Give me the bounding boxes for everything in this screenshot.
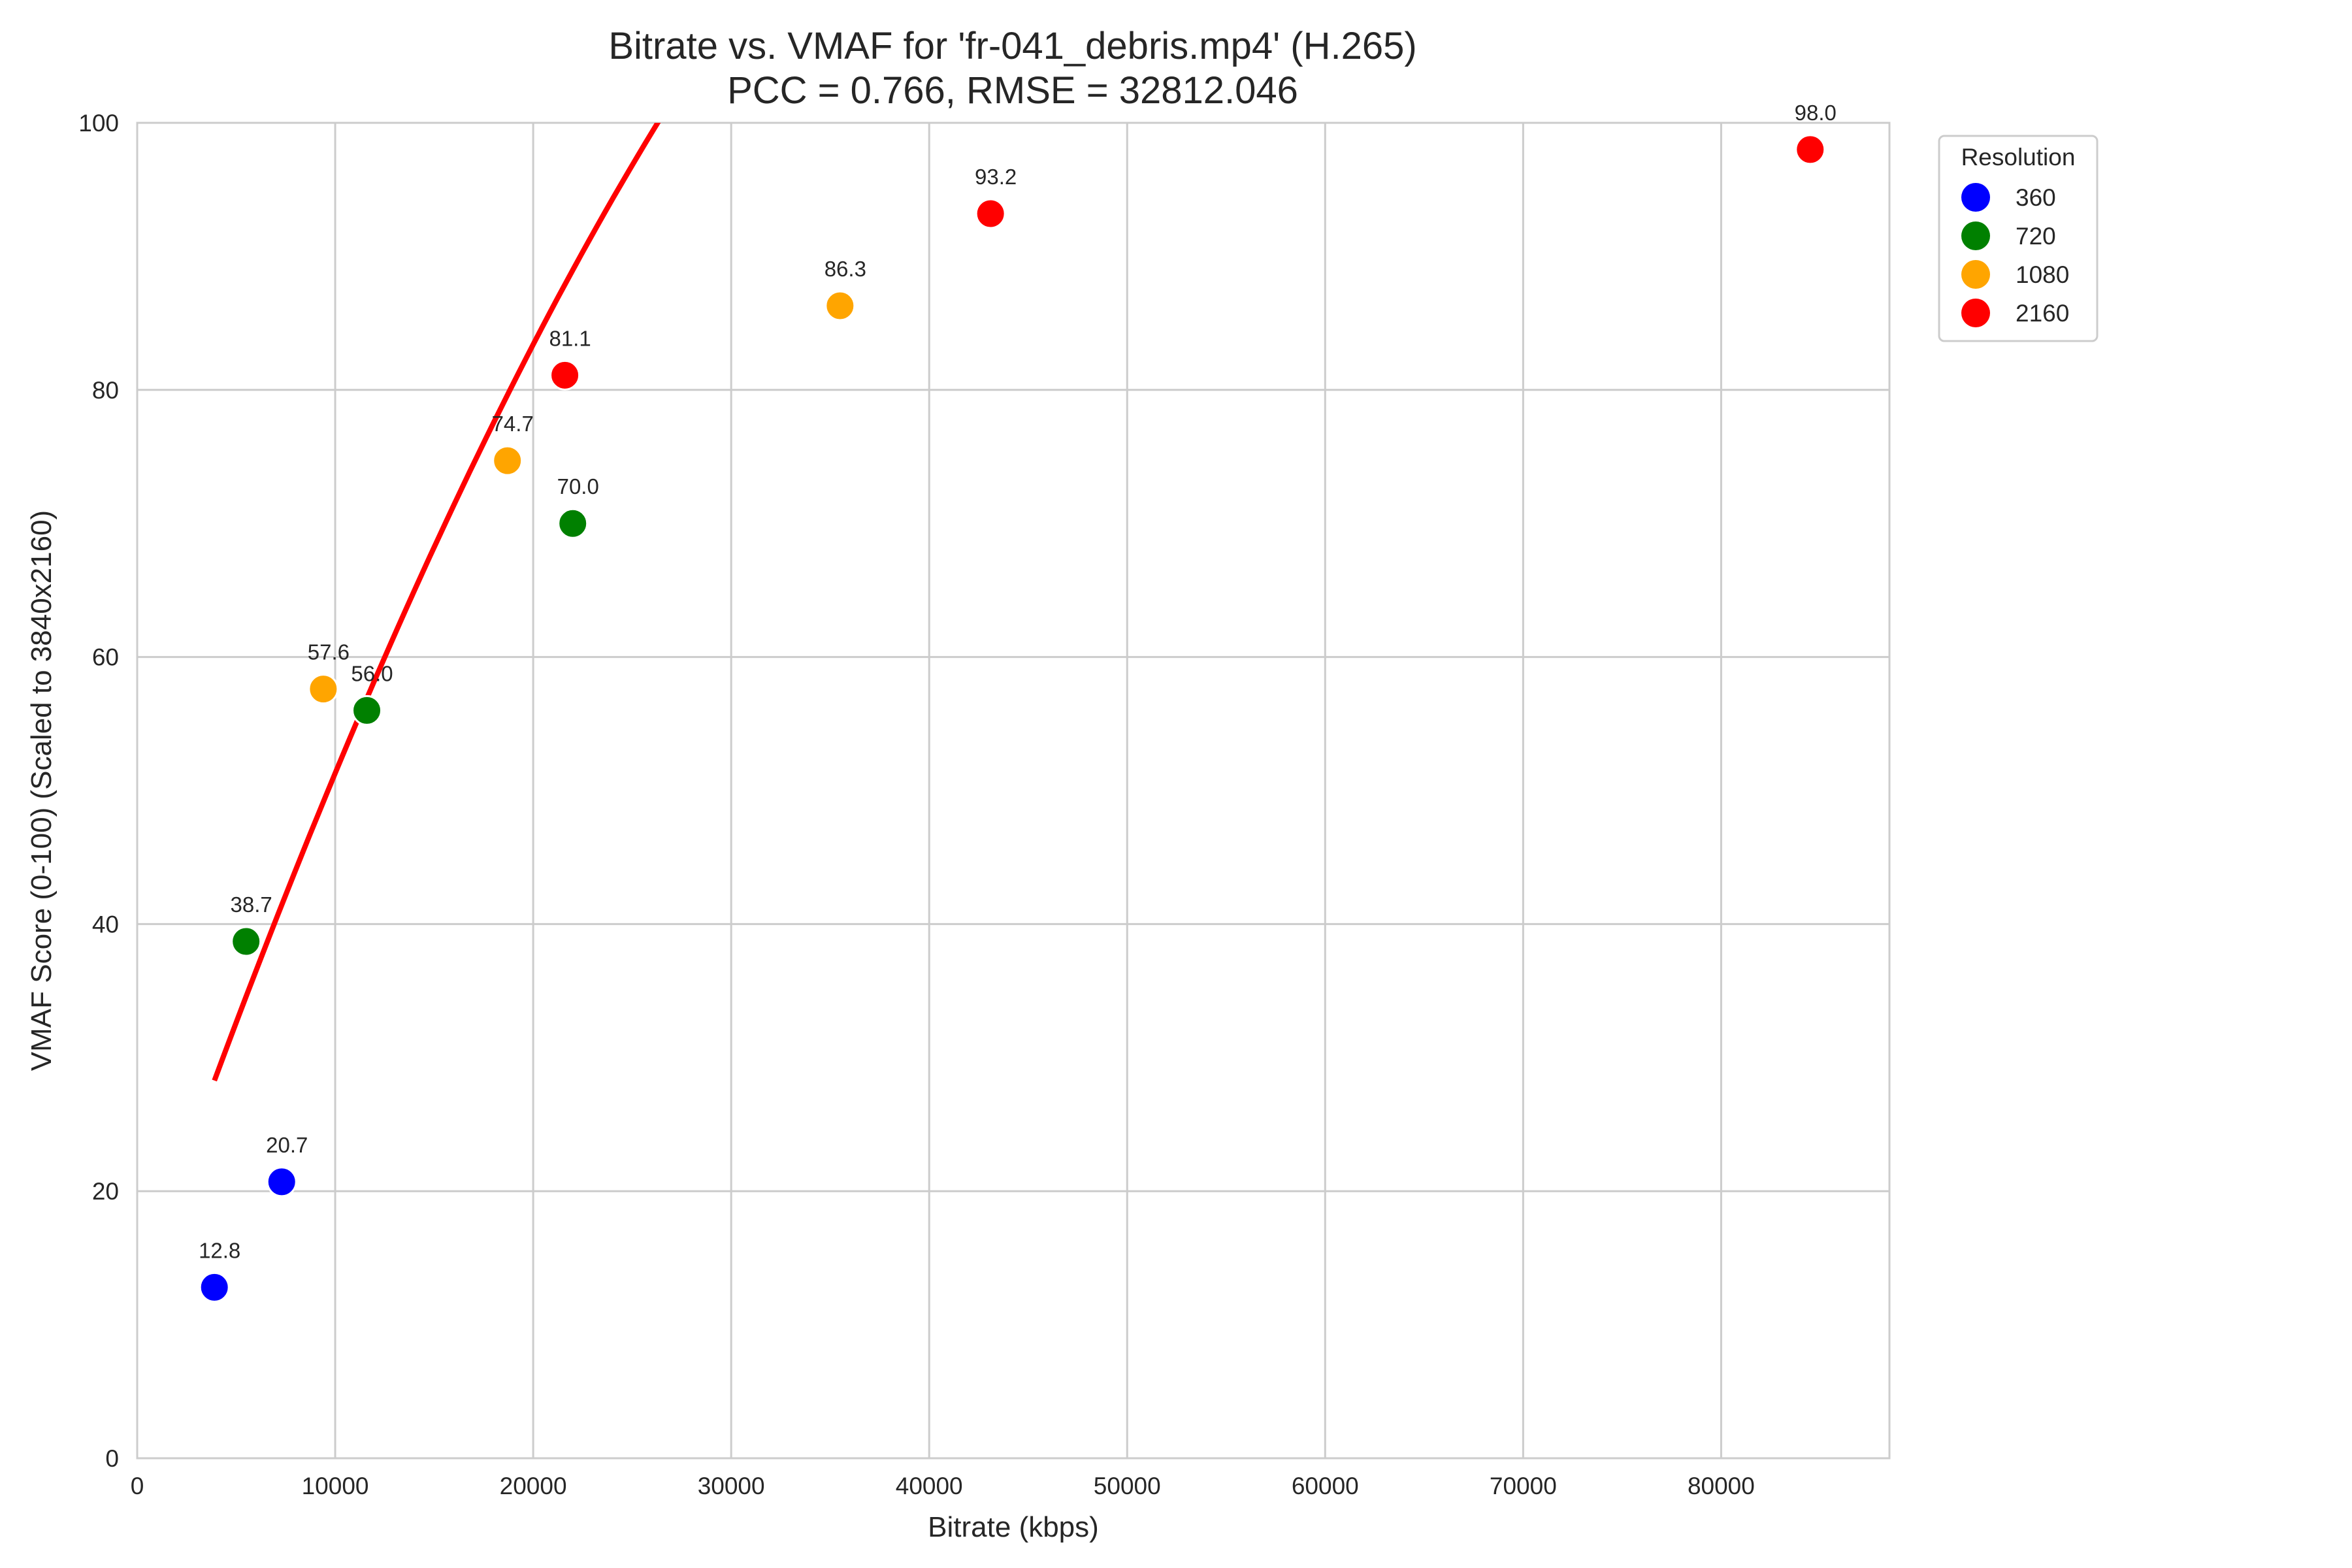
plot-frame [136,122,1891,1460]
y-tick-label: 40 [92,911,119,938]
data-label: 74.7 [492,412,534,436]
legend-marker-1080 [1961,260,1990,289]
data-labels: 12.8 20.7 38.7 56.0 70.0 57.6 74.7 86.3 81.1 93.2… [199,101,1837,1262]
data-label: 12.8 [199,1238,240,1262]
data-points [199,134,1826,1303]
x-tick-label: 0 [131,1473,144,1499]
data-label: 57.6 [308,640,350,664]
data-label: 86.3 [825,257,866,281]
x-tick-label: 40000 [896,1473,963,1499]
chart-subtitle: PCC = 0.766, RMSE = 32812.046 [727,69,1298,112]
data-point-720 [351,694,383,726]
data-point-360 [266,1166,297,1198]
data-point-720 [231,926,262,957]
x-tick-label: 10000 [302,1473,369,1499]
y-tick-label: 80 [92,377,119,404]
data-point-360 [199,1271,230,1303]
legend-marker-2160 [1961,299,1990,327]
data-label: 20.7 [266,1133,308,1157]
data-label: 93.2 [975,165,1017,189]
legend-title: Resolution [1961,144,2076,171]
legend-marker-360 [1961,183,1990,212]
x-axis-label: Bitrate (kbps) [928,1511,1099,1543]
fit-curve [212,123,661,1082]
x-tick-label: 50000 [1094,1473,1161,1499]
fit-curve-layer [212,123,661,1082]
legend-label-1080: 1080 [2016,261,2069,288]
legend-label-360: 360 [2016,184,2056,211]
y-tick-label: 0 [105,1445,119,1472]
x-tick-label: 30000 [698,1473,765,1499]
legend: Resolution 360 720 1080 2160 [1938,135,2099,342]
chart-title: Bitrate vs. VMAF for 'fr-041_debris.mp4'… [608,25,1416,67]
x-tick-label: 80000 [1688,1473,1755,1499]
data-point-2160 [549,359,581,391]
x-tick-label: 70000 [1490,1473,1557,1499]
y-tick-label: 20 [92,1178,119,1205]
y-tick-label: 100 [78,110,119,137]
data-point-2160 [975,198,1006,229]
data-label: 81.1 [549,326,591,350]
x-tick-label: 20000 [500,1473,567,1499]
y-tick-label: 60 [92,644,119,671]
data-label: 98.0 [1795,101,1837,125]
data-label: 38.7 [231,892,272,917]
legend-marker-720 [1961,221,1990,250]
plot-background [137,123,1889,1458]
y-axis-label: VMAF Score (0-100) (Scaled to 3840x2160) [25,510,57,1071]
x-tick-label: 60000 [1292,1473,1359,1499]
data-point-720 [557,508,589,539]
legend-label-2160: 2160 [2016,300,2069,327]
legend-label-720: 720 [2016,223,2056,250]
tick-labels: 0 10000 20000 30000 40000 50000 60000 70000 8000… [78,110,1755,1499]
data-point-1080 [308,674,339,705]
data-point-2160 [1795,134,1826,165]
data-point-1080 [825,290,856,321]
data-label: 70.0 [557,474,599,498]
data-label: 56.0 [351,661,393,685]
data-point-1080 [492,445,523,476]
